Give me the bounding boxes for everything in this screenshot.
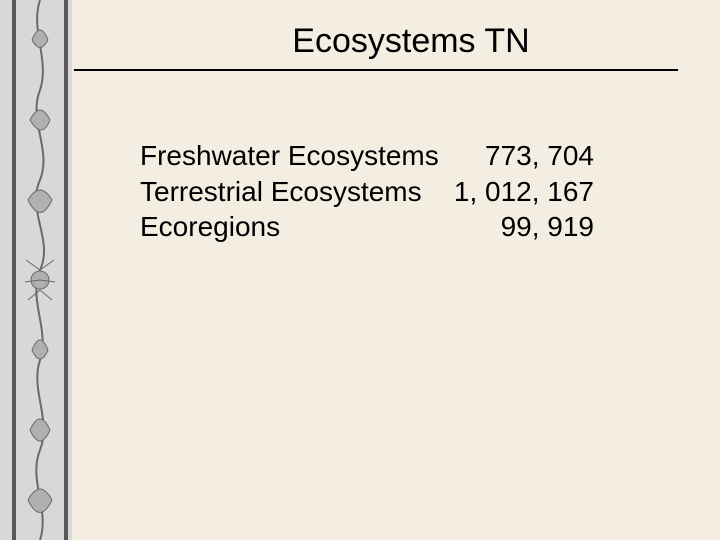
row-label: Freshwater Ecosystems <box>140 139 439 173</box>
row-value: 773, 704 <box>439 139 650 173</box>
sidebar-right-rule <box>64 0 68 540</box>
data-row: Freshwater Ecosystems 773, 704 <box>140 139 650 173</box>
row-label: Terrestrial Ecosystems <box>140 175 422 209</box>
ornament-graphic <box>20 0 60 540</box>
slide-title: Ecosystems TN <box>92 22 690 69</box>
row-label: Ecoregions <box>140 210 280 244</box>
data-row: Terrestrial Ecosystems 1, 012, 167 <box>140 175 650 209</box>
data-row: Ecoregions 99, 919 <box>140 210 650 244</box>
slide-main-area: Ecosystems TN Freshwater Ecosystems 773,… <box>72 0 720 540</box>
row-value: 99, 919 <box>280 210 650 244</box>
slide-content: Freshwater Ecosystems 773, 704 Terrestri… <box>92 71 690 244</box>
row-value: 1, 012, 167 <box>422 175 650 209</box>
sidebar-left-rule <box>12 0 16 540</box>
sidebar-ornament-strip <box>0 0 72 540</box>
